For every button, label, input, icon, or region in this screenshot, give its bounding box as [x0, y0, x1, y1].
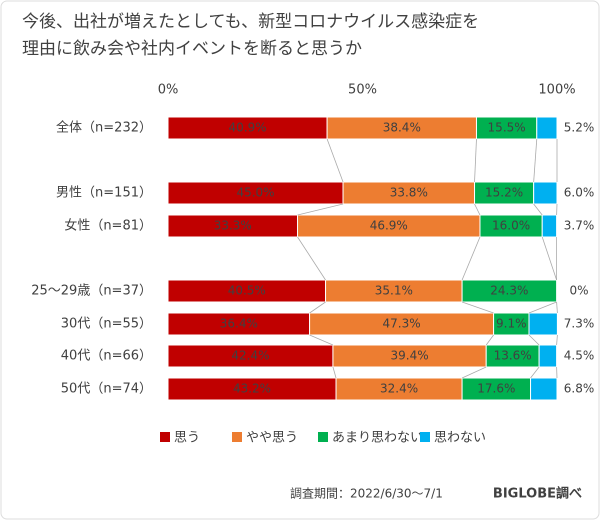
value-label: 33.3%: [214, 219, 252, 233]
x-tick-label: 0%: [158, 83, 179, 98]
bar-segment: [539, 345, 557, 367]
chart-title: 今後、出社が増えたとしても、新型コロナウイルス感染症を: [22, 12, 479, 32]
bar-segment: [529, 313, 557, 335]
legend-label: あまり思わない: [332, 431, 423, 446]
category-label: 40代（n=66）: [61, 349, 152, 364]
value-label: 17.6%: [477, 382, 515, 396]
value-label: 43.2%: [233, 382, 271, 396]
value-label: 24.3%: [490, 284, 528, 298]
value-label: 33.8%: [390, 186, 428, 200]
value-label: 9.1%: [496, 317, 527, 331]
category-label: 男性（n=151）: [56, 186, 152, 201]
legend-label: 思う: [174, 431, 200, 446]
legend-swatch: [232, 432, 242, 442]
value-label: 40.5%: [228, 284, 266, 298]
value-label: 40.9%: [228, 121, 266, 135]
source: BIGLOBE調べ: [493, 486, 582, 502]
value-label: 5.2%: [564, 121, 595, 135]
category-label: 全体（n=232）: [56, 120, 152, 136]
category-label: 50代（n=74）: [61, 382, 152, 397]
value-label: 6.8%: [564, 382, 595, 396]
value-label: 6.0%: [564, 186, 595, 200]
legend-swatch: [420, 432, 430, 442]
bar-segment: [534, 182, 557, 204]
value-label: 32.4%: [380, 382, 418, 396]
value-label: 42.4%: [231, 349, 269, 363]
value-label: 15.2%: [485, 186, 523, 200]
value-label: 15.5%: [488, 121, 526, 135]
bar-segment: [531, 378, 557, 400]
legend-swatch: [318, 432, 328, 442]
value-label: 7.3%: [564, 317, 595, 331]
value-label: 13.6%: [494, 349, 532, 363]
bar-segment: [542, 215, 556, 237]
value-label: 4.5%: [564, 349, 595, 363]
legend-label: やや思う: [246, 431, 298, 446]
category-label: 30代（n=55）: [61, 317, 152, 332]
value-label: 16.0%: [492, 219, 530, 233]
value-label: 38.4%: [383, 121, 421, 135]
bar-segment: [537, 117, 557, 139]
value-label: 47.3%: [383, 317, 421, 331]
value-label: 46.9%: [370, 219, 408, 233]
legend-swatch: [160, 432, 170, 442]
value-label: 36.4%: [220, 317, 258, 331]
chart-title: 理由に飲み会や社内イベントを断ると思うか: [22, 39, 362, 59]
note: 調査期間：2022/6/30〜7/1: [290, 487, 443, 501]
legend-label: 思わない: [434, 431, 486, 446]
value-label: 39.4%: [391, 349, 429, 363]
value-label: 3.7%: [564, 219, 595, 233]
x-tick-label: 100%: [538, 83, 575, 98]
value-label: 35.1%: [375, 284, 413, 298]
value-label: 0%: [569, 284, 588, 298]
category-label: 女性（n=81）: [64, 218, 152, 234]
category-label: 25〜29歳（n=37）: [31, 284, 152, 299]
x-tick-label: 50%: [348, 83, 377, 98]
value-label: 45.0%: [236, 186, 274, 200]
